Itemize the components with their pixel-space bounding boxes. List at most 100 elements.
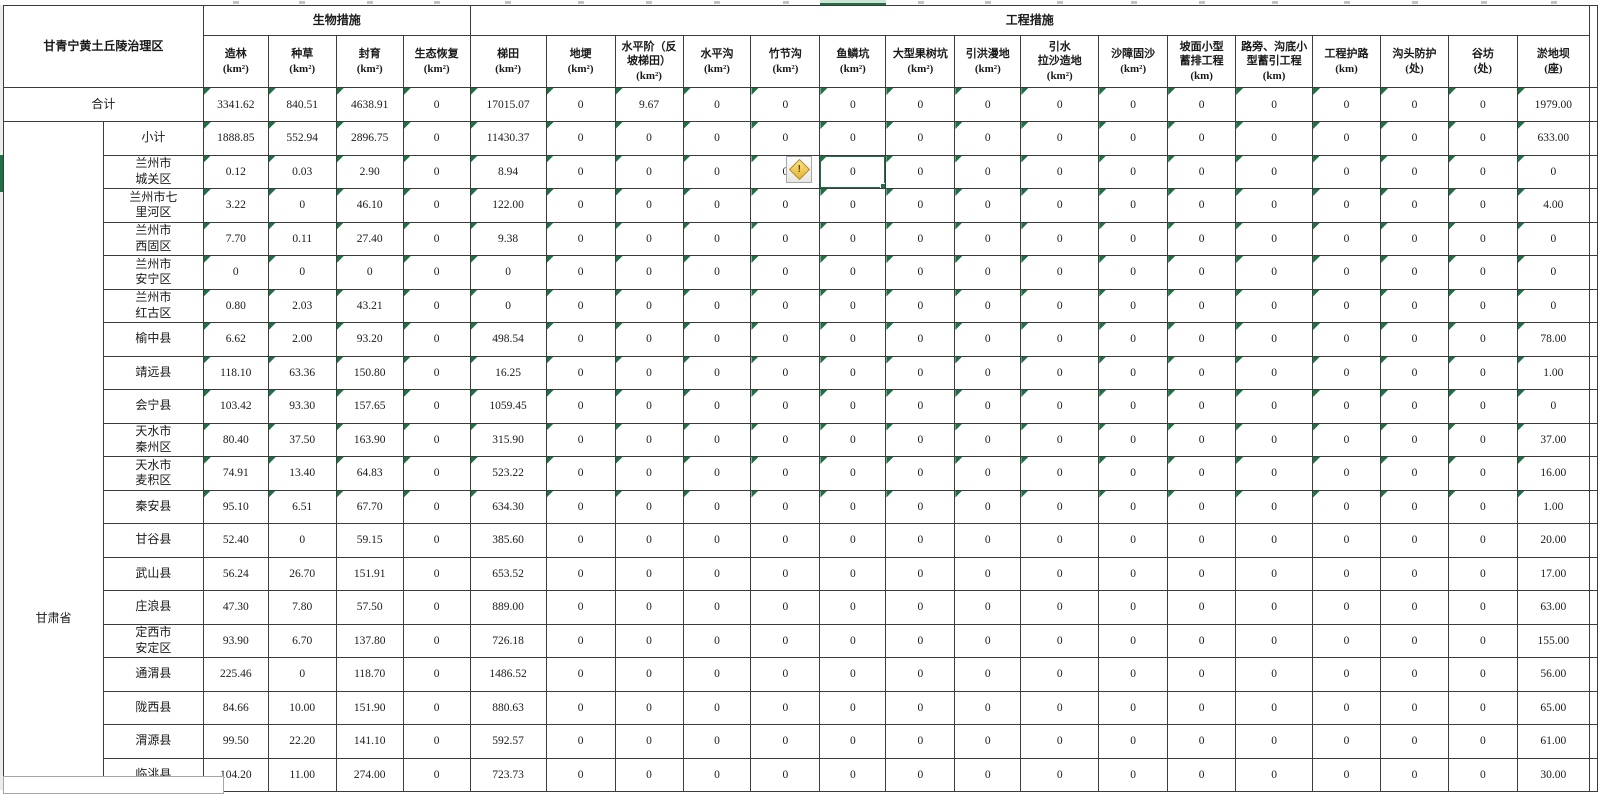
data-cell[interactable]: 0 [1098, 657, 1169, 692]
data-cell[interactable]: 63.00 [1516, 590, 1590, 625]
data-cell[interactable]: 0 [954, 657, 1022, 692]
data-cell[interactable]: 0 [402, 87, 471, 122]
column-header[interactable]: 竹节沟 (km²) [750, 35, 821, 88]
data-cell[interactable]: 151.90 [335, 690, 404, 725]
data-cell[interactable]: 0 [402, 188, 471, 223]
data-cell[interactable]: 0 [1380, 121, 1449, 156]
data-cell[interactable]: 0 [682, 623, 752, 658]
data-cell[interactable]: 0 [819, 523, 887, 558]
data-cell[interactable]: 0 [885, 690, 956, 725]
data-cell[interactable]: 0 [885, 489, 956, 524]
data-cell[interactable]: 0 [545, 154, 616, 189]
data-cell[interactable]: 0 [402, 489, 471, 524]
data-cell[interactable]: 1.00 [1516, 355, 1590, 390]
data-cell[interactable]: 63.36 [267, 355, 337, 390]
data-cell[interactable]: 0 [954, 154, 1022, 189]
data-cell[interactable]: 0 [1167, 288, 1237, 323]
data-cell[interactable]: 0 [1098, 590, 1169, 625]
data-cell[interactable]: 43.21 [335, 288, 404, 323]
data-cell[interactable]: 0 [954, 121, 1022, 156]
data-cell[interactable]: 0 [1235, 355, 1314, 390]
province-label-cell[interactable]: 甘肃省 [3, 121, 104, 792]
filler-cell[interactable] [1588, 724, 1598, 759]
data-cell[interactable]: 17.00 [1516, 556, 1590, 591]
data-cell[interactable]: 0 [750, 657, 821, 692]
data-cell[interactable]: 20.00 [1516, 523, 1590, 558]
data-cell[interactable]: 0 [682, 255, 752, 290]
data-cell[interactable]: 0 [1380, 422, 1449, 457]
selected-row-header[interactable] [0, 155, 3, 192]
data-cell[interactable]: 0 [1447, 422, 1518, 457]
row-label-cell[interactable]: 兰州市 红古区 [102, 288, 204, 323]
filler-cell[interactable] [1588, 121, 1598, 156]
data-cell[interactable]: 0 [1380, 87, 1449, 122]
data-cell[interactable]: 0 [750, 623, 821, 658]
row-headers-strip[interactable] [0, 5, 3, 790]
data-cell[interactable]: 8.94 [469, 154, 547, 189]
data-cell[interactable]: 0 [885, 322, 956, 357]
data-cell[interactable]: 0 [1020, 322, 1100, 357]
data-cell[interactable]: 0 [1447, 657, 1518, 692]
data-cell[interactable]: 0 [819, 389, 887, 424]
data-cell[interactable]: 0 [1098, 623, 1169, 658]
data-cell[interactable]: 0 [885, 657, 956, 692]
data-cell[interactable]: 0 [885, 355, 956, 390]
data-cell[interactable]: 0 [614, 154, 684, 189]
data-cell[interactable]: 0 [1020, 188, 1100, 223]
data-cell[interactable]: 0 [1312, 322, 1381, 357]
data-cell[interactable]: 0 [954, 87, 1022, 122]
data-cell[interactable]: 0 [682, 757, 752, 792]
row-label-cell[interactable]: 兰州市 西固区 [102, 221, 204, 256]
data-cell[interactable]: 0 [1312, 422, 1381, 457]
data-cell[interactable]: 0 [614, 590, 684, 625]
data-cell[interactable]: 634.30 [469, 489, 547, 524]
filler-cell[interactable] [1588, 322, 1598, 357]
data-cell[interactable]: 0 [819, 657, 887, 692]
data-cell[interactable]: 7.80 [267, 590, 337, 625]
data-cell[interactable]: 0 [614, 322, 684, 357]
data-cell[interactable]: 0 [1312, 121, 1381, 156]
data-cell[interactable]: 22.20 [267, 724, 337, 759]
data-cell[interactable]: 0 [1167, 690, 1237, 725]
data-cell[interactable]: 0 [1235, 724, 1314, 759]
data-cell[interactable]: 0 [1098, 456, 1169, 491]
data-cell[interactable]: 0 [1167, 355, 1237, 390]
data-cell[interactable]: 0 [1235, 523, 1314, 558]
data-cell[interactable]: 0 [682, 188, 752, 223]
column-header[interactable]: 引水 拉沙造地 (km²) [1020, 35, 1100, 88]
data-cell[interactable]: 0 [545, 389, 616, 424]
data-cell[interactable]: 0 [1516, 389, 1590, 424]
data-cell[interactable]: 26.70 [267, 556, 337, 591]
data-cell[interactable]: 0 [682, 724, 752, 759]
data-cell[interactable]: 0 [682, 389, 752, 424]
data-cell[interactable]: 0.12 [202, 154, 269, 189]
data-cell[interactable]: 0 [402, 456, 471, 491]
data-cell[interactable]: 0 [1098, 389, 1169, 424]
data-cell[interactable]: 0 [1380, 724, 1449, 759]
data-cell[interactable]: 0 [750, 690, 821, 725]
data-cell[interactable]: 0 [1447, 724, 1518, 759]
data-cell[interactable]: 0 [819, 489, 887, 524]
column-header[interactable]: 淤地坝 (座) [1516, 35, 1590, 88]
data-cell[interactable]: 0 [1020, 556, 1100, 591]
group-header-eng[interactable]: 工程措施 [469, 5, 1590, 36]
data-cell[interactable]: 0 [1447, 523, 1518, 558]
data-cell[interactable]: 633.00 [1516, 121, 1590, 156]
data-cell[interactable]: 0 [819, 757, 887, 792]
data-cell[interactable]: 0 [1516, 154, 1590, 189]
data-cell[interactable]: 0 [545, 87, 616, 122]
data-cell[interactable]: 0 [1167, 456, 1237, 491]
data-cell[interactable]: 0 [1020, 724, 1100, 759]
data-cell[interactable]: 46.10 [335, 188, 404, 223]
data-cell[interactable]: 726.18 [469, 623, 547, 658]
data-cell[interactable]: 0.03 [267, 154, 337, 189]
data-cell[interactable]: 0 [335, 255, 404, 290]
data-cell[interactable]: 0 [1380, 322, 1449, 357]
data-cell[interactable]: 0 [614, 724, 684, 759]
data-cell[interactable]: 0 [1447, 87, 1518, 122]
row-label-cell[interactable]: 榆中县 [102, 322, 204, 357]
data-cell[interactable]: 0 [614, 355, 684, 390]
data-cell[interactable]: 0 [402, 690, 471, 725]
column-header[interactable]: 沙障固沙 (km²) [1098, 35, 1169, 88]
data-cell[interactable]: 0 [267, 255, 337, 290]
